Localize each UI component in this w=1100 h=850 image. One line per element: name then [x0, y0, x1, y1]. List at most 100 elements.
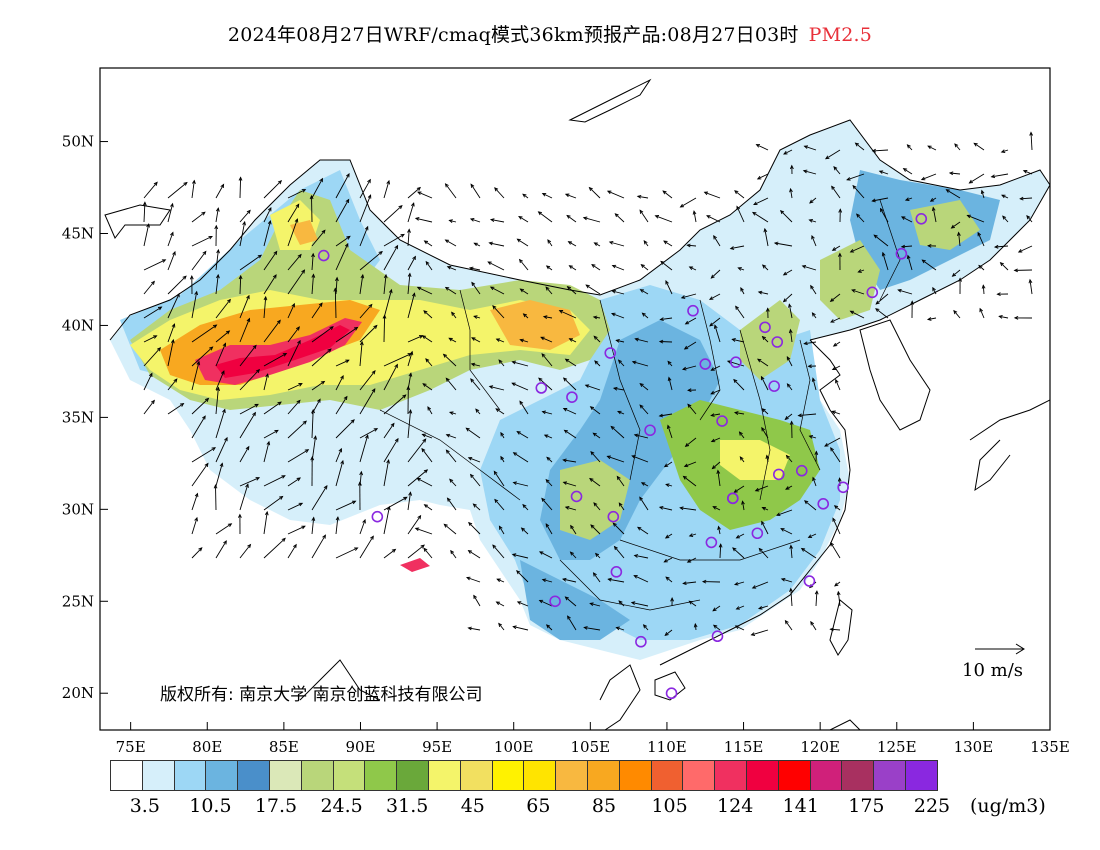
wind-vector-head	[520, 527, 526, 532]
wind-vector	[567, 615, 577, 631]
station-marker	[687, 304, 699, 317]
wind-vector-head	[470, 362, 476, 367]
wind-vector-head	[611, 289, 616, 294]
wind-vector	[832, 410, 841, 415]
variable-label: PM2.5	[808, 24, 873, 46]
wind-vector-head	[642, 624, 647, 629]
wind-vector-head	[277, 401, 282, 406]
wind-vector-head	[782, 298, 788, 303]
wind-vector-head	[416, 186, 421, 191]
wind-vector-head	[473, 594, 477, 599]
station-marker	[817, 498, 830, 510]
wind-vector-head	[150, 399, 155, 405]
wind-vector-head	[682, 581, 687, 586]
wind-vector	[780, 528, 793, 535]
wind-vector	[335, 500, 356, 511]
wind-vector-head	[950, 224, 955, 229]
wind-vector-head	[752, 211, 757, 216]
colorbar-label: 17.5	[254, 795, 298, 817]
wind-vector-head	[904, 197, 910, 201]
wind-vector	[311, 178, 323, 199]
colorbar-label: 65	[526, 795, 551, 817]
wind-vector-head	[411, 292, 416, 297]
wind-vector	[733, 379, 745, 391]
wind-vector	[287, 449, 309, 463]
wind-vector-head	[171, 323, 176, 328]
wind-vector	[593, 335, 601, 343]
wind-vector-head	[710, 274, 715, 279]
wind-vector-head	[449, 478, 454, 483]
wind-vector	[757, 173, 769, 180]
wind-vector	[468, 457, 481, 463]
wind-vector-head	[492, 305, 497, 310]
wind-vector	[825, 149, 841, 160]
wind-vector	[905, 197, 913, 201]
korea-coast	[859, 319, 931, 431]
wind-vector	[545, 479, 553, 487]
wind-vector	[612, 522, 625, 535]
wind-vector-head	[710, 413, 715, 417]
wind-vector-head	[541, 578, 547, 583]
wind-vector	[492, 305, 505, 319]
wind-vector-head	[179, 403, 185, 407]
wind-vector-head	[541, 353, 546, 358]
wind-vector	[642, 312, 649, 319]
wind-vector	[191, 517, 198, 535]
wind-vector-head	[612, 386, 618, 391]
wind-vector-head	[511, 553, 517, 557]
wind-vector-head	[500, 431, 505, 437]
wind-vector-head	[291, 302, 295, 308]
wind-vector-head	[276, 319, 281, 324]
wind-vector	[734, 485, 745, 493]
wind-vector-head	[589, 406, 595, 411]
wind-vector-head	[487, 261, 492, 265]
colorbar-swatch	[300, 760, 334, 791]
wind-vector-head	[214, 224, 219, 230]
wind-vector	[922, 259, 937, 271]
colorbar-label: 141	[782, 795, 819, 817]
wind-vector-head	[590, 524, 595, 529]
wind-vector-head	[194, 516, 198, 522]
wind-vector-head	[298, 502, 304, 507]
wind-vector-head	[849, 310, 855, 315]
wind-vector-head	[444, 183, 449, 188]
wind-vector-head	[643, 240, 648, 245]
wind-vector	[487, 261, 505, 271]
wind-vector-head	[225, 330, 231, 335]
wind-vector	[901, 245, 913, 248]
wind-vector	[215, 330, 230, 343]
wind-vector-head	[364, 225, 369, 231]
wind-vector	[616, 627, 625, 631]
wind-vector-head	[761, 264, 767, 269]
wind-vector-head	[633, 433, 639, 438]
wind-vector	[449, 219, 457, 223]
wind-vector-head	[492, 544, 497, 549]
wind-vector-head	[1022, 170, 1028, 174]
wind-vector-head	[495, 601, 501, 606]
wind-vector-head	[810, 620, 815, 626]
wind-vector-head	[729, 246, 735, 250]
wind-vector	[680, 507, 697, 511]
wind-vector-head	[910, 300, 915, 305]
wind-vector	[590, 524, 601, 535]
wind-vector-head	[281, 537, 286, 542]
wind-vector	[611, 313, 625, 319]
wind-vector-head	[519, 400, 524, 405]
wind-vector-head	[683, 463, 689, 468]
wind-vector-head	[182, 275, 187, 280]
wind-vector-head	[641, 312, 646, 317]
wind-vector	[287, 477, 301, 487]
wind-vector	[1018, 245, 1033, 253]
wind-vector-head	[761, 335, 766, 340]
wind-vector	[383, 180, 390, 199]
wind-vector-head	[564, 596, 569, 601]
wind-vector	[634, 434, 649, 439]
colorbar-swatch	[809, 760, 843, 791]
wind-vector-head	[757, 605, 763, 610]
wind-vector-head	[398, 204, 403, 210]
wind-vector-head	[570, 524, 574, 530]
wind-vector-head	[371, 388, 376, 393]
wind-vector-head	[854, 142, 860, 147]
wind-vector-head	[562, 377, 568, 382]
wind-vector-head	[636, 194, 642, 199]
